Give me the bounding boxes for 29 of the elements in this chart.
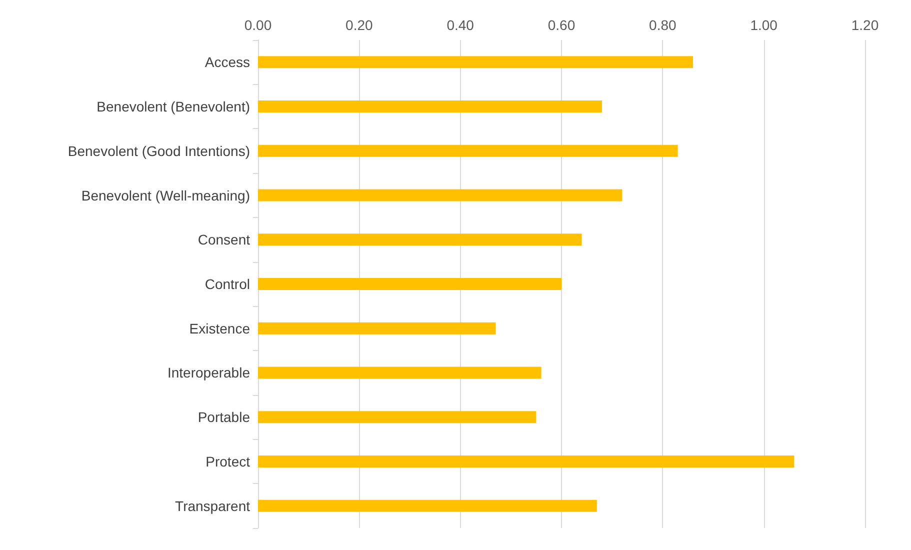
y-tick-label: Benevolent (Good Intentions) [68,142,250,159]
bar [258,455,794,468]
x-tick-label: 0.40 [446,17,474,33]
x-tick-label: 0.60 [548,17,576,33]
y-tick-label: Consent [198,232,250,248]
x-tick-label: 0.20 [346,17,374,33]
x-tick-label: 1.20 [851,17,879,33]
bar [258,100,602,113]
y-tick-label: Interoperable [167,364,250,381]
y-tick-label: Portable [198,409,250,426]
bar [258,278,562,290]
y-tick-label: Control [204,276,250,292]
y-tick-label: Benevolent (Well-meaning) [81,187,250,204]
y-tick-label: Protect [206,453,250,470]
bar [258,500,597,512]
bar [258,322,496,334]
bar [258,56,694,68]
bar [258,366,542,379]
bar [258,144,678,157]
y-tick-label: Transparent [175,498,250,514]
x-tick-label: 1.00 [750,17,778,33]
y-tick-label: Access [204,54,250,70]
bar [258,234,582,246]
y-tick-label: Existence [189,320,250,336]
bar [258,411,536,424]
y-tick-label: Benevolent (Benevolent) [96,98,250,115]
bar [258,189,622,202]
x-tick-label: 0.00 [244,17,272,33]
x-tick-label: 0.80 [649,17,677,33]
